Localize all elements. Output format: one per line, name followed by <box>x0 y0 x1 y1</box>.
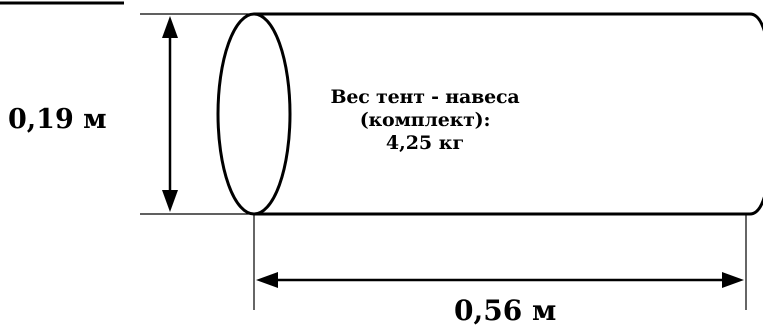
cylinder-end-face <box>216 12 292 216</box>
length-arrowhead-right <box>722 272 744 288</box>
length-arrowhead-left <box>256 272 278 288</box>
weight-info: Вес тент - навеса (комплект): 4,25 кг <box>296 86 554 155</box>
diameter-label: 0,19 м <box>8 104 107 135</box>
diameter-arrowhead-top <box>162 16 178 38</box>
weight-value: 4,25 кг <box>385 132 465 154</box>
weight-title: Вес тент - навеса (комплект): <box>330 86 520 131</box>
length-label: 0,56 м <box>454 294 557 327</box>
cylinder-body <box>254 12 763 216</box>
diameter-arrowhead-bottom <box>162 190 178 212</box>
